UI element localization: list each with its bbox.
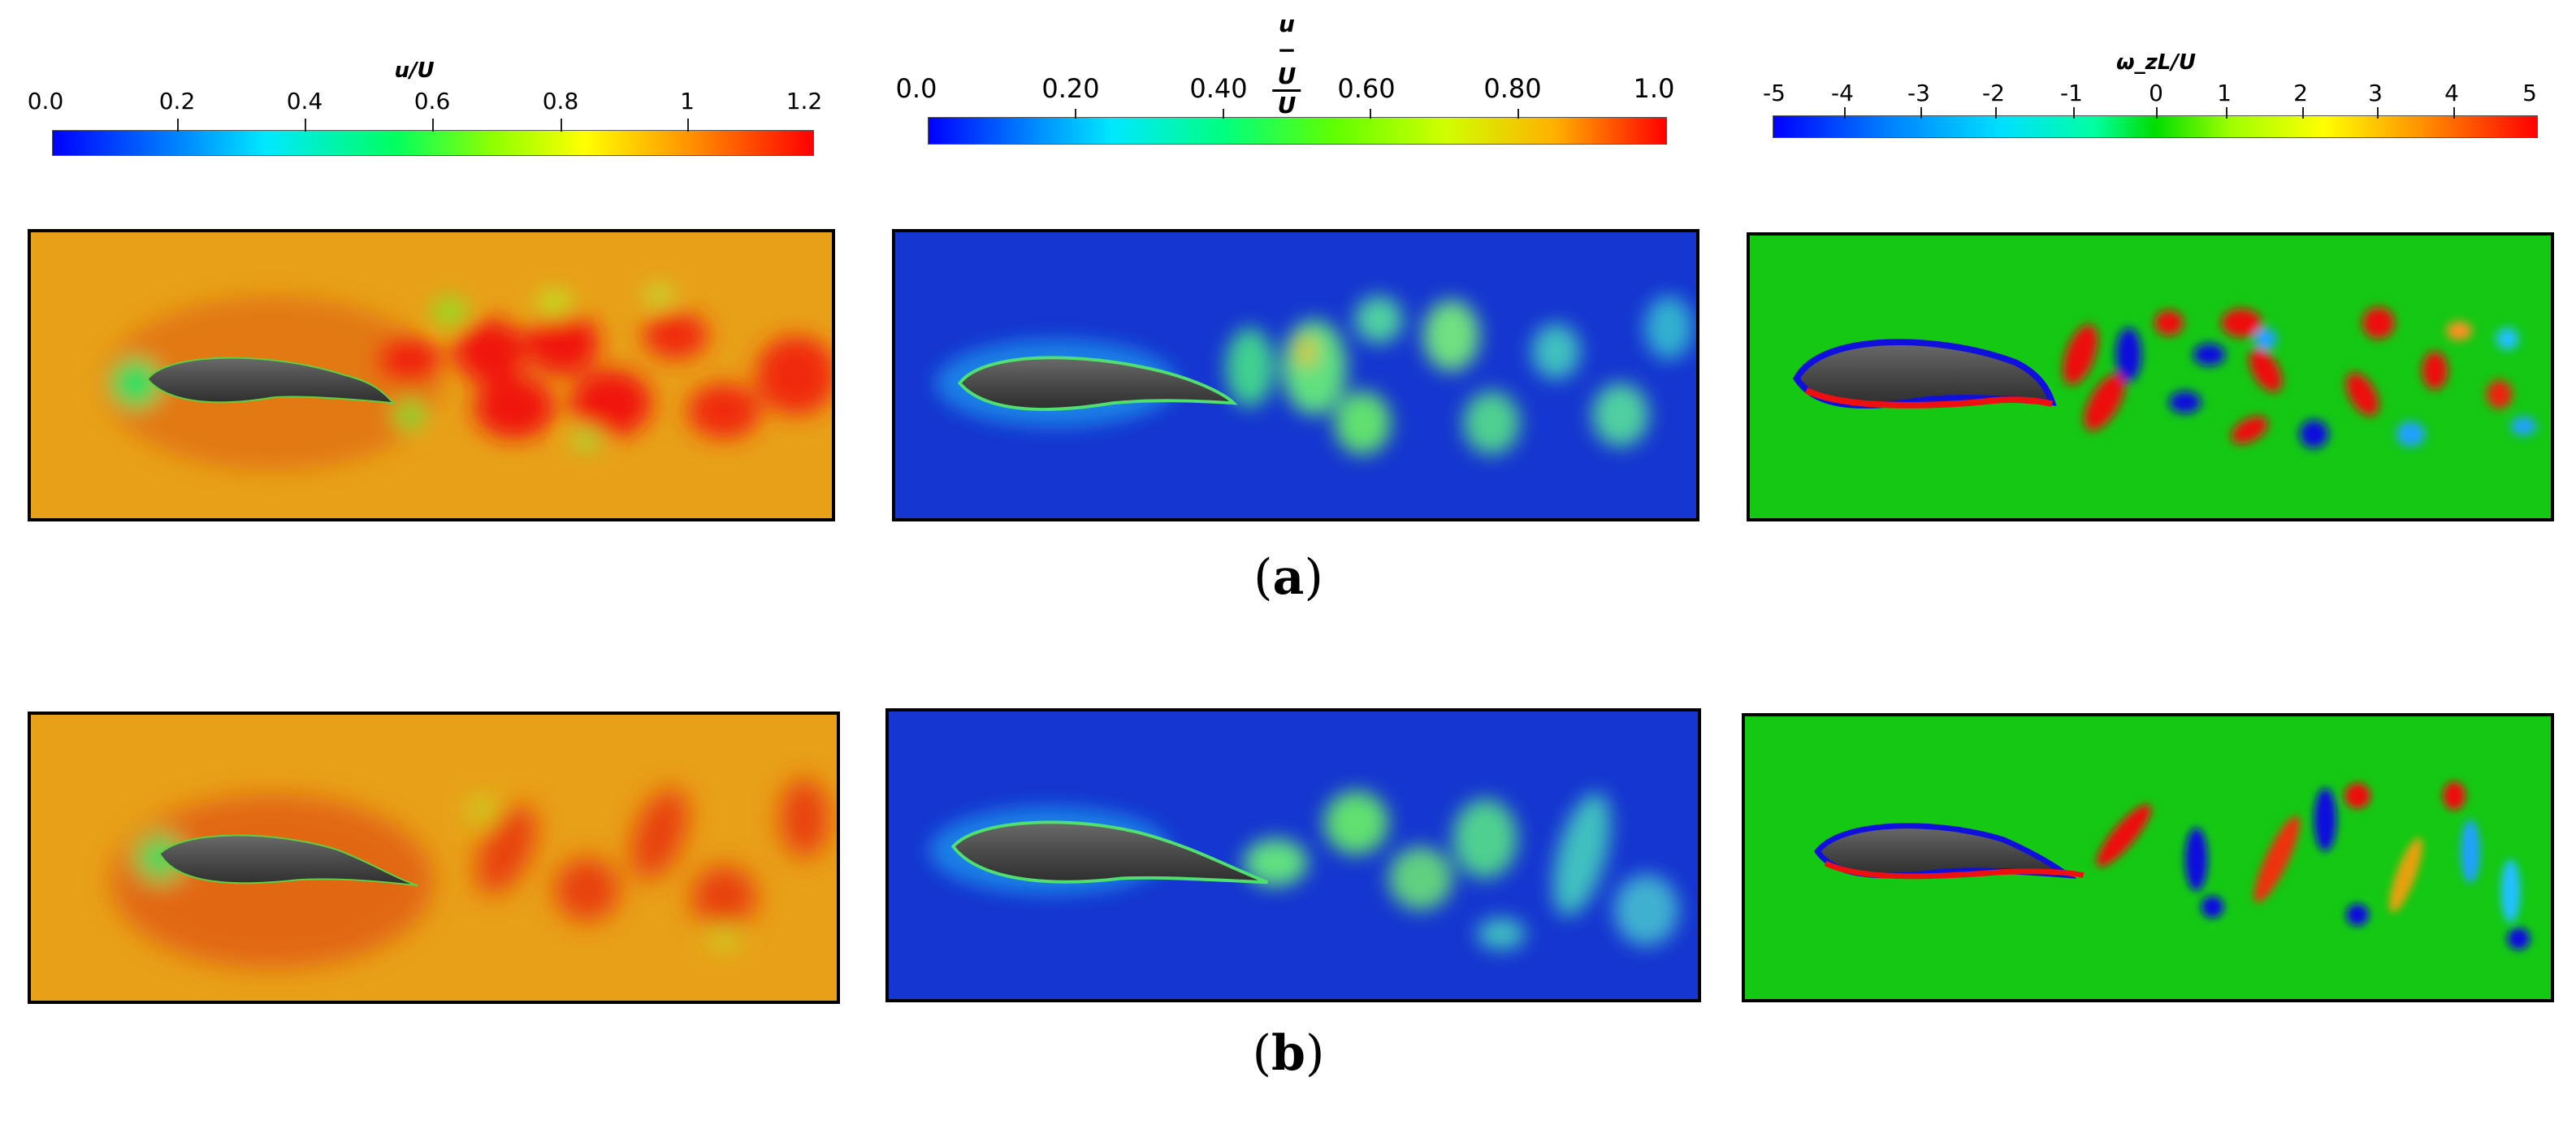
panel-b-vorticity <box>1742 713 2554 1002</box>
panel-b-deficit <box>885 708 1701 1002</box>
colorbar-velocity-tickmark <box>305 119 306 132</box>
hydrofoil-body <box>950 820 1268 885</box>
colorbar-velocity-tick: 0.0 <box>27 88 64 115</box>
colorbar-vorticity-tickmark <box>2453 107 2455 119</box>
colorbar-vorticity-tickmark <box>2156 107 2158 119</box>
hydrofoil-body <box>146 357 396 404</box>
colorbar-deficit-tickmark <box>1517 109 1519 119</box>
colorbar-vorticity-tickmark <box>2302 107 2304 119</box>
colorbar-deficit-tick: 0.40 <box>1189 73 1248 104</box>
caption-a-open: ( <box>1253 549 1273 606</box>
panel-a-deficit <box>892 229 1699 521</box>
colorbar-velocity-tickmark <box>561 119 562 132</box>
colorbar-vorticity-tick: -5 <box>1763 80 1786 106</box>
caption-b: (b) <box>1253 1025 1325 1082</box>
colorbar-vorticity-tick: 1 <box>2217 80 2232 106</box>
colorbar-vorticity-gradient <box>1773 115 2538 138</box>
panel-a-velocity <box>28 229 835 521</box>
colorbar-vorticity-title: ω_zL/U <box>2116 50 2196 75</box>
colorbar-deficit-gradient <box>928 117 1667 145</box>
caption-b-close: ) <box>1305 1025 1325 1082</box>
colorbar-vorticity-tickmark <box>2073 107 2075 119</box>
colorbar-deficit-numerator: u − U <box>1272 11 1301 92</box>
colorbar-deficit-tick: 0.80 <box>1483 73 1542 104</box>
colorbar-velocity-gradient <box>52 130 814 156</box>
colorbar-vorticity-tickmark <box>1920 107 1922 119</box>
colorbar-vorticity-tick: 5 <box>2522 80 2537 106</box>
colorbar-velocity-tick: 0.4 <box>286 88 323 115</box>
colorbar-vorticity-tick: -2 <box>1982 80 2005 106</box>
colorbar-velocity-tickmark <box>177 119 179 132</box>
hydrofoil-body <box>957 356 1238 411</box>
colorbar-velocity-tick: 0.8 <box>542 88 579 115</box>
colorbar-deficit-tick: 0.60 <box>1337 73 1396 104</box>
caption-a-close: ) <box>1304 549 1323 606</box>
colorbar-deficit-denominator: U <box>1277 92 1297 119</box>
caption-b-open: ( <box>1252 1025 1272 1082</box>
colorbar-vorticity-tick: 0 <box>2149 80 2163 106</box>
colorbar-deficit-title: u − U U <box>1272 11 1301 119</box>
colorbar-vorticity-tick: -1 <box>2060 80 2083 106</box>
colorbar-vorticity-tickmark <box>1995 107 1997 119</box>
colorbar-deficit-tick: 0.20 <box>1041 73 1100 104</box>
colorbar-vorticity-tick: 2 <box>2293 80 2308 106</box>
colorbar-velocity-tick: 0.6 <box>413 88 451 115</box>
colorbar-vorticity-tickmark <box>2226 107 2227 119</box>
hydrofoil-body <box>158 834 418 887</box>
colorbar-velocity-tick: 1 <box>680 88 695 115</box>
colorbar-vorticity-tick: -4 <box>1831 80 1854 106</box>
colorbar-velocity-tickmark <box>687 119 689 132</box>
colorbar-vorticity-tickmark <box>1844 107 1846 119</box>
colorbar-vorticity-tick: 4 <box>2444 80 2459 106</box>
colorbar-deficit-tickmark <box>1223 109 1224 119</box>
colorbar-velocity-tick: 1.2 <box>786 88 823 115</box>
caption-b-letter: b <box>1271 1025 1305 1082</box>
colorbar-velocity-title: u/U <box>394 58 435 83</box>
colorbar-velocity-tick: 0.2 <box>158 88 196 115</box>
colorbar-vorticity-tick: 3 <box>2368 80 2383 106</box>
colorbar-vorticity-tick: -3 <box>1907 80 1930 106</box>
panel-b-velocity <box>28 712 840 1004</box>
panel-a-vorticity <box>1747 232 2554 521</box>
colorbar-vorticity-tickmark <box>2377 107 2379 119</box>
colorbar-deficit-tick: 0.0 <box>895 73 937 104</box>
colorbar-deficit-tick: 1.0 <box>1633 73 1675 104</box>
colorbar-velocity-tickmark <box>432 119 434 132</box>
colorbar-deficit-tickmark <box>1370 109 1371 119</box>
colorbar-deficit-tickmark <box>1075 109 1076 119</box>
caption-a: (a) <box>1253 549 1323 606</box>
caption-a-letter: a <box>1272 549 1305 606</box>
